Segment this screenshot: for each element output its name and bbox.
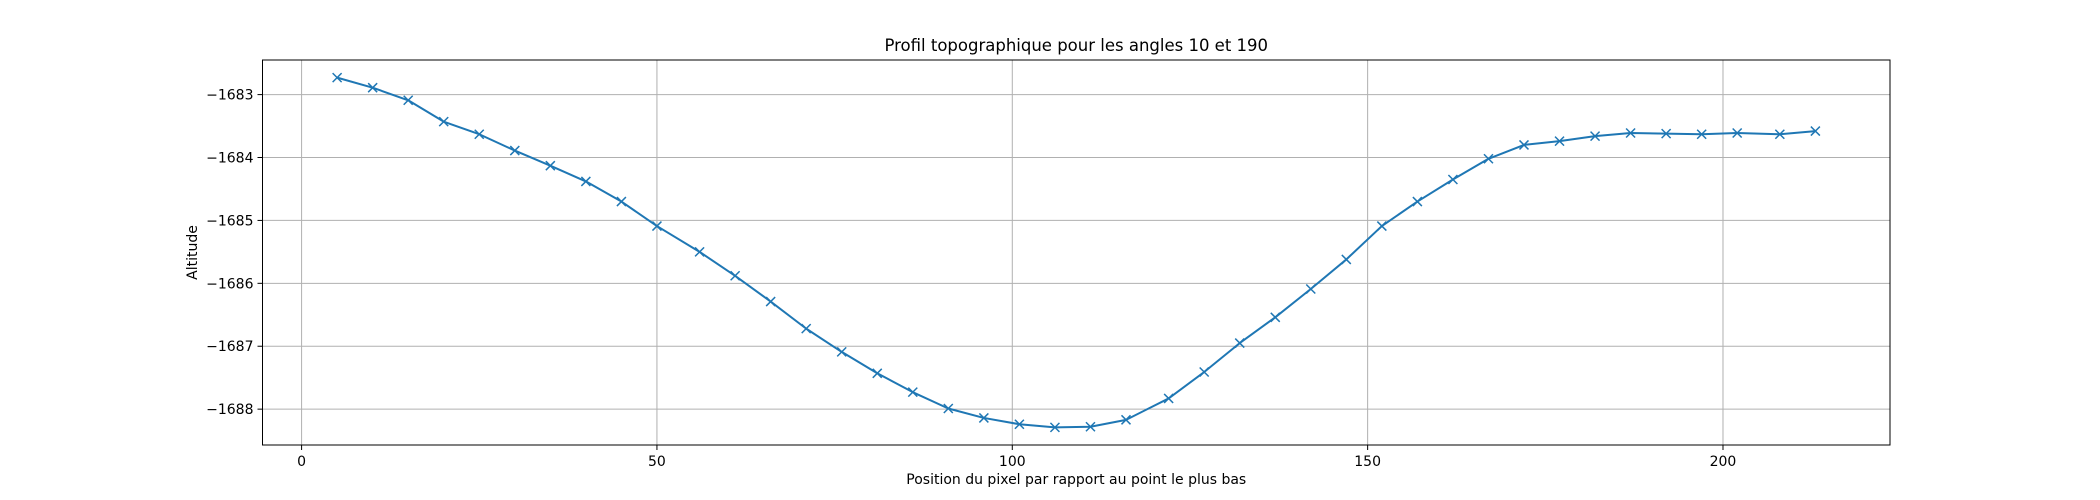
data-point-marker — [694, 246, 705, 257]
data-point-marker — [1661, 128, 1672, 139]
x-tick-label: 200 — [1710, 454, 1737, 470]
plot-area-background — [262, 60, 1890, 445]
data-point-marker — [1376, 221, 1387, 232]
data-point-marker — [1305, 283, 1316, 295]
data-point-marker — [1774, 129, 1785, 140]
data-point-marker — [943, 403, 954, 414]
data-point-marker — [474, 129, 485, 140]
data-point-marker — [872, 368, 883, 379]
y-tick-label: −1688 — [206, 402, 253, 418]
ticks: 0 50 100 150 200 −1688 −1687 −1686 −1685 −1684 −16… — [206, 88, 1736, 470]
data-point-marker — [616, 196, 627, 207]
data-point-marker — [1120, 414, 1132, 425]
data-point-marker — [1270, 312, 1281, 323]
x-tick-label: 150 — [1354, 454, 1381, 470]
x-tick-label: 100 — [999, 454, 1026, 470]
data-point-marker — [1199, 366, 1210, 378]
data-point-marker — [978, 412, 989, 423]
data-point-marker — [836, 346, 847, 357]
data-point-marker — [1234, 338, 1245, 349]
data-point-marker — [438, 116, 449, 127]
data-point-marker — [1447, 174, 1458, 185]
data-point-marker — [1732, 127, 1743, 139]
data-point-marker — [1483, 153, 1494, 164]
data-point-marker — [403, 95, 414, 106]
data-point-marker — [765, 296, 776, 307]
data-point-marker — [1163, 393, 1174, 404]
data-point-marker — [1412, 196, 1423, 207]
y-axis-label: Altitude — [185, 225, 201, 280]
data-point-marker — [1625, 127, 1636, 139]
x-axis-label: Position du pixel par rapport au point l… — [906, 472, 1246, 488]
series-line — [336, 76, 1816, 429]
data-point-marker — [580, 176, 591, 187]
data-point-marker — [1049, 422, 1060, 433]
data-point-marker — [367, 82, 378, 93]
data-point-marker — [1341, 254, 1352, 265]
data-point-marker — [651, 221, 662, 232]
x-tick-label: 50 — [648, 454, 666, 470]
y-tick-label: −1685 — [206, 213, 253, 229]
data-point-marker — [1696, 129, 1707, 140]
chart-title: Profil topographique pour les angles 10 … — [884, 36, 1268, 55]
y-tick-label: −1687 — [206, 339, 253, 355]
data-point-marker — [730, 270, 741, 281]
plot-area-frame — [262, 59, 1891, 446]
y-tick-label: −1686 — [206, 276, 253, 292]
data-point-marker — [1014, 419, 1025, 430]
data-point-marker — [1554, 136, 1565, 147]
series-line-group — [332, 72, 1821, 433]
data-point-marker — [907, 387, 918, 398]
data-point-marker — [1518, 139, 1530, 150]
data-point-marker — [1085, 421, 1096, 432]
data-point-marker — [545, 160, 556, 171]
data-point-marker — [1810, 126, 1821, 137]
y-tick-label: −1684 — [206, 151, 253, 167]
data-point-marker — [801, 323, 812, 334]
y-tick-label: −1683 — [206, 88, 253, 104]
data-point-marker — [1590, 131, 1601, 142]
data-point-marker — [332, 72, 343, 83]
grid — [262, 60, 1890, 445]
data-point-marker — [509, 145, 520, 156]
x-tick-label: 0 — [297, 454, 306, 470]
